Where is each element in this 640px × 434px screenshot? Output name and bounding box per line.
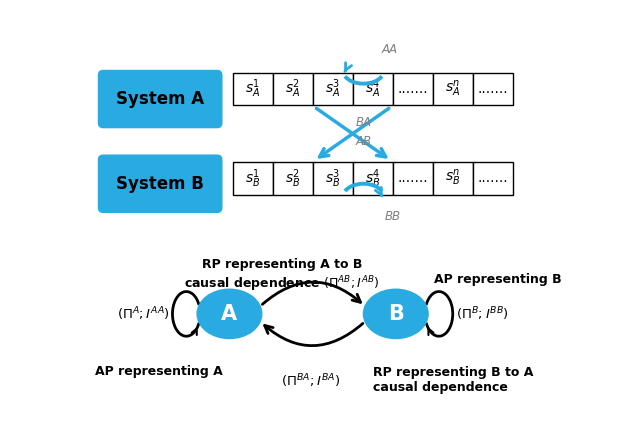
Bar (353, 162, 393, 194)
Bar (433, 73, 473, 105)
Text: $s_B^{2}$: $s_B^{2}$ (285, 167, 300, 190)
Bar (433, 162, 473, 194)
Bar (473, 162, 513, 194)
Text: B: B (388, 304, 404, 324)
Text: $(\Pi^{BA};I^{BA})$: $(\Pi^{BA};I^{BA})$ (282, 372, 340, 390)
Text: $s_B^{3}$: $s_B^{3}$ (325, 167, 340, 190)
Bar (273, 73, 312, 105)
Text: System B: System B (116, 175, 204, 193)
Text: RP representing B to A
causal dependence: RP representing B to A causal dependence (372, 366, 533, 394)
Bar (353, 73, 393, 105)
Text: .......: ....... (397, 82, 428, 96)
Bar (232, 73, 273, 105)
FancyBboxPatch shape (98, 155, 223, 213)
Text: .......: ....... (397, 171, 428, 185)
Text: BA: BA (356, 116, 372, 129)
Text: $(\Pi^{A};I^{AA})$: $(\Pi^{A};I^{AA})$ (116, 305, 170, 323)
Text: AP representing B: AP representing B (435, 273, 562, 286)
Bar (473, 73, 513, 105)
Text: $s_B^{n}$: $s_B^{n}$ (445, 168, 460, 188)
Bar (393, 162, 433, 194)
Text: AB: AB (356, 135, 372, 148)
Bar (393, 73, 433, 105)
Text: $s_B^{1}$: $s_B^{1}$ (245, 167, 260, 190)
Bar (312, 162, 353, 194)
Text: AP representing A: AP representing A (95, 365, 223, 378)
Text: $s_A^{1}$: $s_A^{1}$ (245, 78, 260, 100)
Text: BB: BB (385, 210, 401, 223)
Text: A: A (221, 304, 237, 324)
Text: $s_A^{3}$: $s_A^{3}$ (325, 78, 340, 100)
Text: RP representing A to B
causal dependence $(\Pi^{AB};I^{AB})$: RP representing A to B causal dependence… (184, 258, 380, 294)
Ellipse shape (197, 289, 262, 339)
Text: .......: ....... (477, 171, 508, 185)
Text: $s_A^{n}$: $s_A^{n}$ (445, 79, 460, 99)
Text: .......: ....... (477, 82, 508, 96)
Text: $s_A^{4}$: $s_A^{4}$ (365, 78, 380, 100)
Bar (312, 73, 353, 105)
Text: AA: AA (382, 43, 398, 56)
FancyBboxPatch shape (98, 70, 223, 128)
Bar (232, 162, 273, 194)
Bar (273, 162, 312, 194)
Text: $(\Pi^{B};I^{BB})$: $(\Pi^{B};I^{BB})$ (456, 305, 509, 323)
Ellipse shape (364, 289, 428, 339)
Text: $s_A^{2}$: $s_A^{2}$ (285, 78, 300, 100)
Text: $s_B^{4}$: $s_B^{4}$ (365, 167, 380, 190)
Text: System A: System A (116, 90, 204, 108)
